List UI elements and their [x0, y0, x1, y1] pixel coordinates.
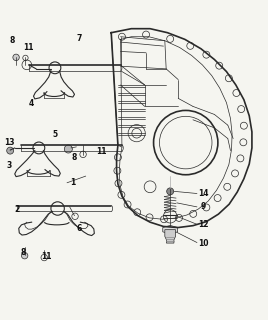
Text: 13: 13 [4, 138, 15, 147]
Text: 8: 8 [9, 36, 15, 45]
Text: 10: 10 [198, 239, 209, 248]
Text: 12: 12 [198, 220, 209, 229]
Text: 11: 11 [96, 148, 107, 156]
Text: 7: 7 [76, 34, 82, 43]
Circle shape [7, 147, 14, 154]
Circle shape [21, 252, 28, 259]
Text: 5: 5 [52, 130, 58, 139]
Circle shape [64, 145, 72, 153]
Text: 8: 8 [20, 248, 25, 257]
Text: 11: 11 [23, 43, 34, 52]
Text: 14: 14 [198, 189, 209, 198]
Text: 3: 3 [7, 161, 12, 170]
Text: 11: 11 [42, 252, 52, 261]
Polygon shape [163, 225, 178, 234]
Text: 6: 6 [76, 224, 82, 233]
Text: 4: 4 [28, 99, 34, 108]
Circle shape [167, 188, 174, 195]
Circle shape [13, 54, 19, 60]
Text: 2: 2 [15, 205, 20, 214]
Text: 9: 9 [201, 202, 206, 212]
Text: 1: 1 [70, 178, 75, 187]
Polygon shape [165, 230, 176, 243]
Text: 8: 8 [71, 153, 76, 162]
